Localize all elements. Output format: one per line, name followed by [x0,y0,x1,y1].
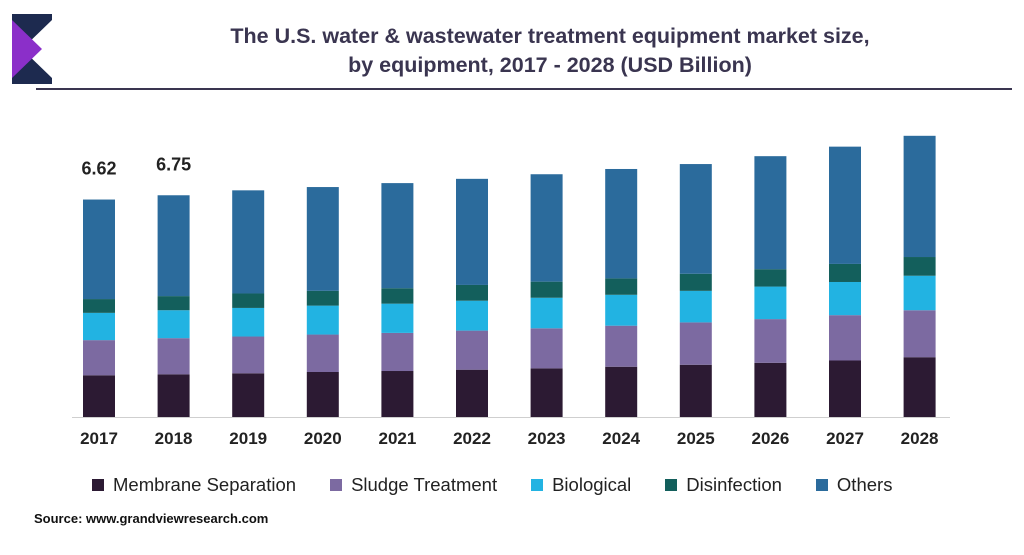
bar-2028-others [903,135,936,258]
bar-2019-sludge-treatment [232,336,265,374]
bar-2019-biological [232,307,265,337]
bar-2022-sludge-treatment [456,330,488,370]
bar-2025-membrane-separation [679,364,712,417]
bar-2018-biological [157,310,190,339]
legend-item-sludge-treatment: Sludge Treatment [330,474,497,496]
source-note: Source: www.grandviewresearch.com [34,511,269,526]
bar-2027-sludge-treatment [829,315,861,361]
bar-2025-disinfection [679,273,712,291]
legend-swatch-biological [531,479,544,491]
bar-2027-membrane-separation [829,360,861,417]
bar-2018-others [157,195,190,297]
bar-2024-sludge-treatment [605,325,638,367]
bar-2017-sludge-treatment [83,340,115,376]
bar-2028-sludge-treatment [903,310,936,358]
bar-2025-biological [679,290,712,323]
bar-2021-sludge-treatment [381,332,414,372]
bar-2024-disinfection [605,278,638,295]
legend-label-others: Others [836,474,893,495]
bar-2022-disinfection [456,284,488,301]
bar-2020-biological [306,305,339,335]
x-tick-label-2017: 2017 [80,429,118,448]
bar-2026-disinfection [754,269,787,287]
legend-item-membrane-separation: Membrane Separation [92,474,296,496]
bar-2027-others [829,146,861,264]
bar-2024-others [605,168,638,279]
bar-2026-biological [754,286,787,320]
chart-title: The U.S. water & wastewater treatment eq… [120,22,980,80]
bar-2019-others [232,190,265,294]
x-tick-label-2028: 2028 [901,429,939,448]
bar-2027-biological [829,281,861,316]
bar-2026-sludge-treatment [754,319,787,363]
grand-view-logo [12,14,52,84]
legend-label-sludge-treatment: Sludge Treatment [351,474,498,495]
legend-swatch-others [815,479,828,491]
bar-2027-disinfection [829,263,861,282]
legend: Membrane Separation Sludge Treatment Biolo… [92,473,926,497]
x-tick-label-2022: 2022 [453,429,491,448]
legend-swatch-membrane-separation [92,479,104,491]
legend-label-disinfection: Disinfection [686,474,782,495]
bar-2019-membrane-separation [232,373,265,417]
x-tick-label-2018: 2018 [155,429,193,448]
x-tick-label-2025: 2025 [677,429,715,448]
bar-2025-others [679,164,712,274]
x-tick-label-2019: 2019 [229,429,267,448]
bar-2024-membrane-separation [605,366,638,417]
legend-swatch-disinfection [665,479,678,491]
legend-label-membrane-separation: Membrane Separation [113,474,297,495]
bar-2023-others [530,174,563,282]
x-tick-label-2020: 2020 [304,429,342,448]
bar-2017-biological [83,312,115,341]
bar-2022-others [456,178,488,285]
x-tick-label-2027: 2027 [826,429,864,448]
bar-2025-sludge-treatment [679,322,712,365]
bar-2018-sludge-treatment [157,338,190,375]
chart-title-line-2: by equipment, 2017 - 2028 (USD Billion) [348,53,752,77]
bar-2024-biological [605,294,638,326]
bar-2020-disinfection [306,290,339,306]
bar-2021-membrane-separation [381,371,414,417]
logo-accent [12,20,42,78]
bar-2023-membrane-separation [530,368,563,417]
bar-2026-others [754,156,787,270]
data-label-2018: 6.75 [156,154,191,174]
bar-2022-biological [456,300,488,331]
bar-2023-biological [530,297,563,329]
bar-2021-others [381,183,414,289]
legend-item-biological: Biological [531,474,631,496]
bar-2017-others [83,199,115,300]
bar-2026-membrane-separation [754,362,787,417]
x-tick-label-2023: 2023 [528,429,566,448]
bar-2028-biological [903,275,936,311]
bar-2017-membrane-separation [83,375,115,417]
bar-2020-sludge-treatment [306,334,339,372]
bar-2019-disinfection [232,293,265,308]
x-tick-label-2021: 2021 [378,429,416,448]
chart-title-line-1: The U.S. water & wastewater treatment eq… [230,24,870,48]
bar-2021-biological [381,303,414,333]
legend-item-disinfection: Disinfection [665,474,782,496]
bar-2023-sludge-treatment [530,328,563,369]
bar-2022-membrane-separation [456,369,488,417]
bar-2018-membrane-separation [157,374,190,417]
bar-2017-disinfection [83,299,115,313]
bar-2020-others [306,187,339,291]
legend-swatch-sludge-treatment [330,479,343,491]
x-tick-label-2024: 2024 [602,429,640,448]
legend-label-biological: Biological [552,474,632,495]
bar-2028-membrane-separation [903,357,936,417]
x-tick-label-2026: 2026 [751,429,789,448]
title-divider [36,88,1012,90]
bar-2021-disinfection [381,288,414,304]
bar-2028-disinfection [903,257,936,276]
bar-2018-disinfection [157,296,190,311]
bar-2023-disinfection [530,281,563,298]
data-label-2017: 6.62 [81,159,116,179]
legend-item-others: Others [815,474,893,496]
bar-2020-membrane-separation [306,371,339,417]
